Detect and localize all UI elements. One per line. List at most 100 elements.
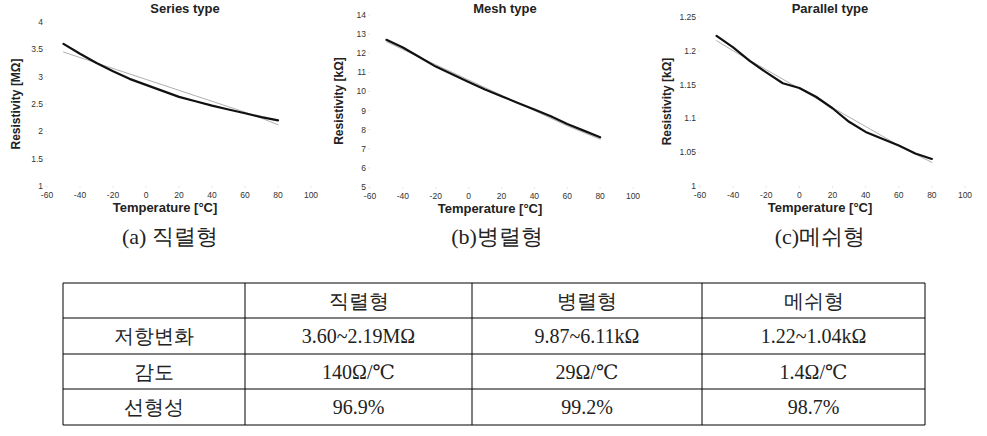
y-tick [45, 104, 47, 105]
y-tick-label: 6 [361, 163, 366, 173]
x-tick-label: -20 [760, 190, 773, 200]
x-tick [311, 186, 312, 188]
y-tick-label: 14 [357, 10, 367, 20]
x-tick-label: 60 [563, 191, 573, 201]
y-tick [368, 53, 370, 54]
table-rule [925, 283, 926, 425]
x-tick-label: 0 [797, 190, 802, 200]
x-tick [832, 186, 833, 188]
table-row-label: 감도 [134, 361, 174, 383]
chart: Series type-60-40-2002040608010011.522.5… [9, 1, 318, 215]
table-cell: 99.2% [561, 396, 613, 418]
x-tick [47, 186, 48, 188]
table-header: 병렬형 [557, 290, 617, 312]
x-tick-label: 0 [466, 191, 471, 201]
table-cell: 1.22~1.04kΩ [761, 325, 867, 347]
x-axis-label: Temperature [°C] [438, 201, 543, 216]
table-row-label: 저항변화 [114, 325, 194, 347]
x-tick-label: 40 [861, 190, 871, 200]
y-tick [368, 110, 370, 111]
x-tick [146, 186, 147, 188]
y-tick-label: 8 [361, 125, 366, 135]
y-tick [368, 72, 370, 73]
y-tick-label: 12 [357, 48, 367, 58]
table-rule [245, 283, 246, 425]
table-row-label: 선형성 [124, 396, 184, 418]
table-cell: 3.60~2.19MΩ [302, 325, 415, 347]
x-tick-label: 100 [626, 191, 640, 201]
x-tick-label: 20 [174, 190, 184, 200]
x-tick-label: 40 [207, 190, 217, 200]
y-tick-label: 7 [361, 144, 366, 154]
table-cell: 96.9% [333, 396, 385, 418]
x-tick [370, 187, 371, 189]
y-tick [45, 76, 47, 77]
data-line [386, 40, 600, 137]
x-tick-label: 20 [497, 191, 507, 201]
y-tick [45, 22, 47, 23]
x-tick [80, 186, 81, 188]
x-tick-label: -20 [430, 191, 443, 201]
y-tick-label: 1.05 [679, 147, 696, 157]
x-tick [402, 187, 403, 189]
chart-title: Mesh type [473, 1, 537, 16]
x-tick [245, 186, 246, 188]
y-tick [368, 187, 370, 188]
y-axis-label: Resistivity [MΩ] [9, 59, 23, 150]
x-tick [733, 186, 734, 188]
x-tick-label: 40 [530, 191, 540, 201]
table-cell: 98.7% [788, 396, 840, 418]
x-tick-label: -40 [74, 190, 87, 200]
table-cell: 9.87~6.11kΩ [535, 325, 640, 347]
y-tick-label: 1.5 [31, 154, 43, 164]
y-tick [368, 148, 370, 149]
y-tick [698, 186, 700, 187]
y-tick-label: 1.2 [684, 46, 696, 56]
table-cell: 1.4Ω/℃ [780, 361, 848, 383]
table-rule [63, 318, 925, 319]
y-tick-label: 2 [38, 126, 43, 136]
x-tick-label: -40 [727, 190, 740, 200]
x-tick [113, 186, 114, 188]
x-tick [600, 187, 601, 189]
x-tick-label: -60 [364, 191, 377, 201]
table-rule [63, 354, 925, 355]
data-line [717, 36, 932, 159]
table-rule [702, 283, 703, 425]
y-tick-label: 1 [691, 181, 696, 191]
data-line [64, 44, 279, 121]
y-tick-label: 1.15 [679, 80, 696, 90]
caption: (b)병렬형 [451, 224, 543, 249]
y-tick-label: 1 [38, 181, 43, 191]
x-tick-label: 60 [894, 190, 904, 200]
table-cell: 140Ω/℃ [322, 361, 395, 383]
x-tick-label: -40 [397, 191, 410, 201]
x-axis-label: Temperature [°C] [113, 200, 218, 215]
y-tick [368, 34, 370, 35]
x-tick-label: -60 [41, 190, 54, 200]
chart: Parallel type-60-40-2002040608010011.051… [660, 1, 972, 215]
y-tick-label: 3.5 [31, 44, 43, 54]
caption: (c)메쉬형 [775, 224, 865, 249]
table: 직렬형병렬형메쉬형저항변화3.60~2.19MΩ9.87~6.11kΩ1.22~… [63, 283, 925, 425]
y-tick [368, 167, 370, 168]
table-header: 직렬형 [329, 290, 389, 312]
y-tick [698, 118, 700, 119]
chart: Mesh type-60-40-200204060801005678910111… [332, 1, 640, 216]
y-tick [45, 158, 47, 159]
x-tick-label: 20 [828, 190, 838, 200]
y-tick [698, 84, 700, 85]
x-tick-label: 0 [144, 190, 149, 200]
x-tick [435, 187, 436, 189]
y-axis-label: Resistivity [kΩ] [660, 58, 674, 146]
x-tick [799, 186, 800, 188]
x-tick-label: -20 [107, 190, 120, 200]
y-tick-label: 11 [357, 67, 366, 77]
y-tick-label: 10 [357, 86, 367, 96]
x-tick-label: 100 [958, 190, 972, 200]
plot-area [386, 40, 600, 139]
x-tick-label: 100 [304, 190, 318, 200]
x-tick [468, 187, 469, 189]
y-tick [698, 152, 700, 153]
x-tick [501, 187, 502, 189]
